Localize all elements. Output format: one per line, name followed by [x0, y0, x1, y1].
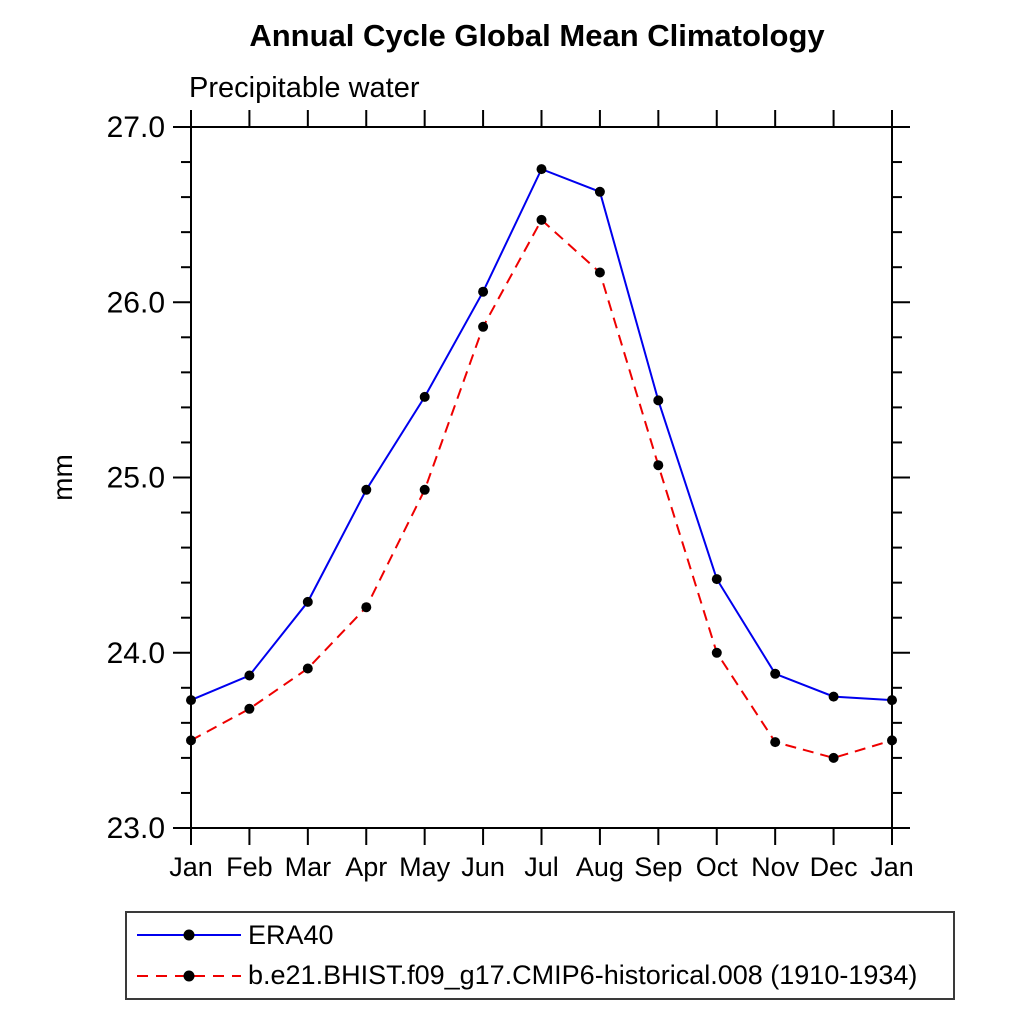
series-0-marker: [302, 596, 313, 607]
y-axis-tick-label: 24.0: [107, 637, 165, 670]
series-0-marker: [594, 186, 605, 197]
series-1-marker: [653, 460, 664, 471]
x-axis-tick-label: Oct: [696, 852, 739, 882]
y-axis-tick-label: 23.0: [107, 812, 165, 845]
legend-marker-dot-icon: [183, 970, 195, 982]
y-axis-title: mm: [47, 454, 78, 501]
x-axis-tick-label: Jan: [169, 852, 213, 882]
x-axis-tick-label: Aug: [576, 852, 624, 882]
series-1-marker: [419, 484, 430, 495]
series-line-0: [190, 167, 893, 702]
series-1-marker: [361, 602, 372, 613]
series-1-marker: [711, 647, 722, 658]
series-1-marker: [770, 737, 781, 748]
x-axis-tick-label: Apr: [345, 852, 387, 882]
series-1-marker: [594, 267, 605, 278]
series-1-marker: [828, 752, 839, 763]
y-axis-tick-label: 27.0: [107, 111, 165, 144]
legend-entry-model: b.e21.BHIST.f09_g17.CMIP6-historical.008…: [127, 957, 953, 995]
series-1-marker: [244, 703, 255, 714]
series-0-marker: [887, 695, 897, 706]
x-axis-tick-label: Mar: [285, 852, 332, 882]
series-1-marker: [478, 321, 489, 332]
series-1-marker: [536, 214, 547, 225]
series-line-1: [190, 218, 893, 759]
legend-marker-dot-icon: [183, 929, 195, 941]
x-axis-tick-label: Nov: [751, 852, 800, 882]
series-0-marker: [536, 164, 547, 175]
x-axis-tick-label: Jul: [524, 852, 559, 882]
series-0-marker: [244, 670, 255, 681]
x-axis-tick-label: Jun: [461, 852, 505, 882]
series-0-marker: [186, 695, 196, 706]
series-0-marker: [711, 574, 722, 585]
series-0-marker: [478, 286, 489, 297]
series-0-marker: [419, 391, 430, 402]
x-axis-tick-label: Jan: [870, 852, 914, 882]
series-0-marker: [828, 691, 839, 702]
chart-title: Annual Cycle Global Mean Climatology: [249, 18, 825, 53]
series-1-marker: [302, 663, 313, 674]
y-axis-tick-label: 26.0: [107, 286, 165, 319]
series-0-marker: [770, 668, 781, 679]
series-1-marker: [887, 735, 897, 746]
legend: ERA40 b.e21.BHIST.f09_g17.CMIP6-historic…: [125, 911, 955, 1000]
legend-label-model: b.e21.BHIST.f09_g17.CMIP6-historical.008…: [248, 960, 918, 991]
x-axis-tick-label: Dec: [810, 852, 858, 882]
legend-label-era40: ERA40: [248, 919, 334, 950]
x-axis-tick-label: May: [399, 852, 451, 882]
chart-subtitle: Precipitable water: [189, 72, 420, 104]
series-0-marker: [361, 484, 372, 495]
x-axis-tick-label: Feb: [226, 852, 273, 882]
legend-entry-era40: ERA40: [127, 916, 953, 954]
series-0-marker: [653, 395, 664, 406]
legend-line-sample-dashed: [137, 970, 241, 982]
x-axis-tick-label: Sep: [634, 852, 682, 882]
series-1-marker: [186, 735, 196, 746]
legend-line-sample-solid: [137, 929, 241, 941]
y-axis-tick-label: 25.0: [107, 462, 165, 495]
